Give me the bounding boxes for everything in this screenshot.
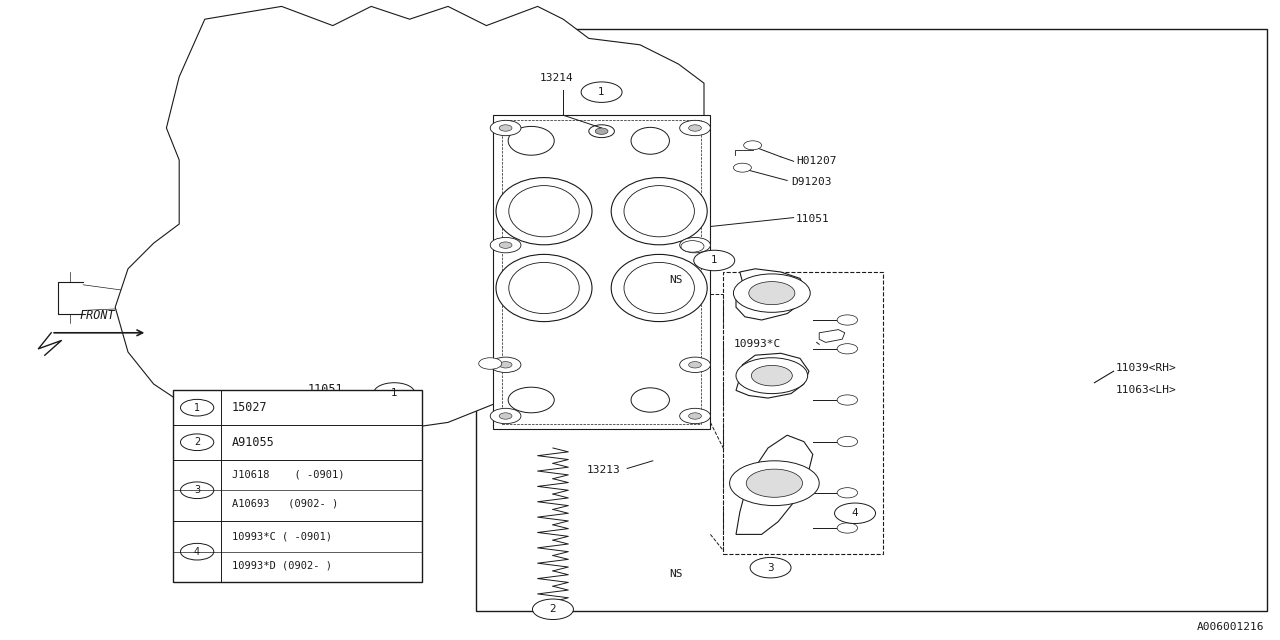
Polygon shape bbox=[736, 435, 813, 534]
Circle shape bbox=[681, 241, 704, 252]
Ellipse shape bbox=[631, 388, 669, 412]
Circle shape bbox=[689, 125, 701, 131]
Text: D91203: D91203 bbox=[791, 177, 832, 188]
Text: 1: 1 bbox=[390, 388, 398, 398]
Circle shape bbox=[479, 358, 502, 369]
Text: 3: 3 bbox=[767, 563, 774, 573]
Text: H01207: H01207 bbox=[796, 156, 837, 166]
Circle shape bbox=[499, 413, 512, 419]
Text: 4: 4 bbox=[195, 547, 200, 557]
Circle shape bbox=[837, 395, 858, 405]
Circle shape bbox=[532, 599, 573, 620]
Circle shape bbox=[595, 128, 608, 134]
Circle shape bbox=[837, 315, 858, 325]
Text: A10693   (0902- ): A10693 (0902- ) bbox=[232, 499, 338, 509]
Text: 2: 2 bbox=[195, 437, 200, 447]
Circle shape bbox=[180, 543, 214, 560]
Circle shape bbox=[689, 362, 701, 368]
Circle shape bbox=[581, 82, 622, 102]
Ellipse shape bbox=[509, 186, 580, 237]
Text: 1: 1 bbox=[195, 403, 200, 413]
Circle shape bbox=[490, 357, 521, 372]
Text: 11051: 11051 bbox=[796, 214, 829, 224]
Circle shape bbox=[680, 357, 710, 372]
Text: 1: 1 bbox=[710, 255, 718, 266]
Text: 11051: 11051 bbox=[307, 383, 343, 396]
Circle shape bbox=[837, 344, 858, 354]
Text: NS: NS bbox=[669, 570, 682, 579]
Text: J10618    ( -0901): J10618 ( -0901) bbox=[232, 470, 344, 480]
Bar bbox=[493, 115, 710, 429]
Text: NS: NS bbox=[669, 275, 682, 285]
Bar bbox=[502, 120, 701, 424]
Circle shape bbox=[733, 274, 810, 312]
Circle shape bbox=[837, 488, 858, 498]
Circle shape bbox=[180, 434, 214, 451]
Text: 10993*D (0902- ): 10993*D (0902- ) bbox=[232, 560, 332, 570]
Text: 10993*C: 10993*C bbox=[733, 339, 781, 349]
Circle shape bbox=[490, 408, 521, 424]
Circle shape bbox=[180, 482, 214, 499]
Polygon shape bbox=[736, 353, 809, 398]
Bar bbox=[723, 272, 883, 554]
Circle shape bbox=[499, 125, 512, 131]
Circle shape bbox=[835, 503, 876, 524]
Circle shape bbox=[837, 436, 858, 447]
Text: 4: 4 bbox=[851, 508, 859, 518]
Polygon shape bbox=[736, 269, 806, 320]
Circle shape bbox=[730, 461, 819, 506]
Ellipse shape bbox=[508, 126, 554, 155]
Circle shape bbox=[490, 237, 521, 253]
Circle shape bbox=[689, 413, 701, 419]
Text: FRONT: FRONT bbox=[79, 308, 115, 322]
Text: 15027: 15027 bbox=[232, 401, 268, 414]
Circle shape bbox=[374, 383, 415, 403]
Text: 1: 1 bbox=[598, 87, 605, 97]
Bar bbox=[476, 29, 1267, 611]
Circle shape bbox=[499, 362, 512, 368]
Circle shape bbox=[733, 163, 751, 172]
Circle shape bbox=[750, 557, 791, 578]
Ellipse shape bbox=[497, 254, 591, 321]
Ellipse shape bbox=[509, 262, 580, 314]
Circle shape bbox=[751, 365, 792, 386]
Ellipse shape bbox=[625, 186, 695, 237]
Ellipse shape bbox=[612, 254, 708, 321]
Circle shape bbox=[490, 120, 521, 136]
Circle shape bbox=[744, 141, 762, 150]
Text: 3: 3 bbox=[195, 485, 200, 495]
Circle shape bbox=[837, 523, 858, 533]
Bar bbox=[173, 390, 422, 582]
Text: 2: 2 bbox=[549, 604, 557, 614]
Text: A006001216: A006001216 bbox=[1197, 622, 1265, 632]
Text: 13214: 13214 bbox=[540, 73, 573, 83]
Polygon shape bbox=[115, 6, 704, 435]
Ellipse shape bbox=[625, 262, 695, 314]
Circle shape bbox=[689, 242, 701, 248]
Circle shape bbox=[736, 358, 808, 394]
Circle shape bbox=[680, 408, 710, 424]
Circle shape bbox=[680, 120, 710, 136]
Circle shape bbox=[589, 125, 614, 138]
Text: 13213: 13213 bbox=[586, 465, 620, 476]
Ellipse shape bbox=[508, 387, 554, 413]
Ellipse shape bbox=[612, 177, 708, 244]
Circle shape bbox=[749, 282, 795, 305]
Text: 10993*C ( -0901): 10993*C ( -0901) bbox=[232, 531, 332, 541]
Circle shape bbox=[499, 242, 512, 248]
Text: A91055: A91055 bbox=[232, 436, 274, 449]
Circle shape bbox=[180, 399, 214, 416]
Circle shape bbox=[746, 469, 803, 497]
Circle shape bbox=[680, 237, 710, 253]
Circle shape bbox=[694, 250, 735, 271]
Polygon shape bbox=[819, 330, 845, 342]
Text: 11039<RH>: 11039<RH> bbox=[1116, 363, 1176, 373]
Ellipse shape bbox=[497, 177, 591, 244]
Ellipse shape bbox=[631, 127, 669, 154]
Text: 11063<LH>: 11063<LH> bbox=[1116, 385, 1176, 396]
